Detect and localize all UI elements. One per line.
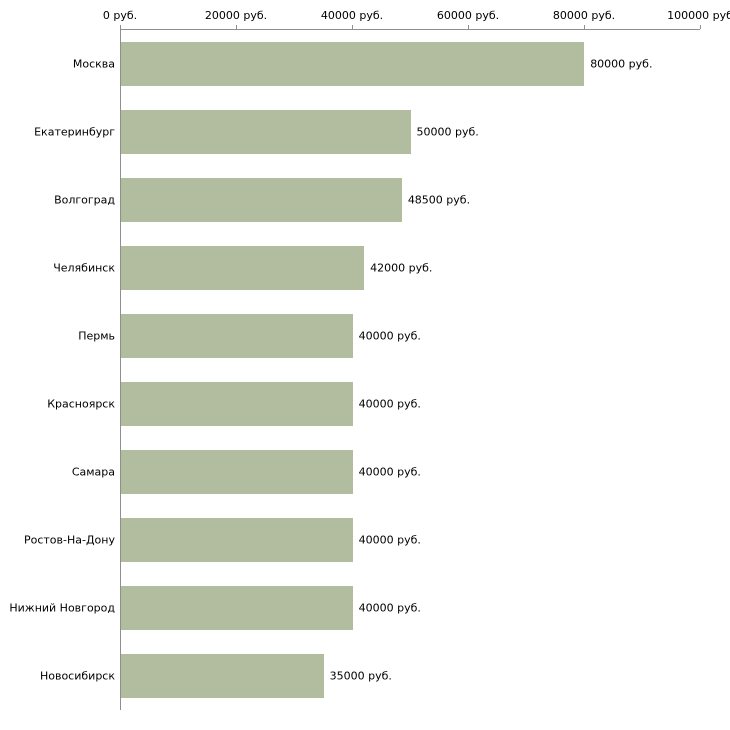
category-label: Москва bbox=[72, 57, 115, 71]
bar-row: Самара 40000 руб. bbox=[72, 438, 700, 506]
plot-area: Москва 80000 руб. Екатеринбург 50000 руб. Во… bbox=[9, 29, 700, 710]
bar-row: Красноярск 40000 руб. bbox=[47, 370, 700, 438]
bar bbox=[121, 518, 353, 562]
value-label: 50000 руб. bbox=[416, 125, 479, 139]
category-label: Челябинск bbox=[53, 261, 115, 275]
category-label: Ростов-На-Дону bbox=[23, 533, 115, 547]
category-label: Екатеринбург bbox=[34, 125, 115, 139]
x-axis: 0 руб. 20000 руб. 40000 руб. 60000 руб. 8000… bbox=[103, 0, 730, 29]
value-label: 80000 руб. bbox=[590, 57, 653, 71]
x-axis-tick-mark bbox=[468, 25, 469, 29]
category-label: Самара bbox=[71, 465, 115, 479]
bar bbox=[121, 654, 324, 698]
bar bbox=[121, 246, 365, 290]
x-axis-tick-mark bbox=[236, 25, 237, 29]
bar bbox=[121, 110, 411, 154]
bar bbox=[121, 382, 353, 426]
bar-row: Нижний Новгород 40000 руб. bbox=[9, 574, 700, 642]
value-label: 40000 руб. bbox=[358, 465, 421, 479]
bar bbox=[121, 314, 353, 358]
category-label: Новосибирск bbox=[39, 669, 115, 683]
category-label: Пермь bbox=[78, 329, 115, 343]
category-label: Волгоград bbox=[54, 193, 115, 207]
value-label: 40000 руб. bbox=[358, 329, 421, 343]
bar-row: Пермь 40000 руб. bbox=[78, 302, 700, 370]
bar-row: Екатеринбург 50000 руб. bbox=[34, 98, 700, 166]
bar-row: Новосибирск 35000 руб. bbox=[40, 642, 700, 710]
bar bbox=[121, 42, 585, 86]
x-axis-tick-label: 0 руб. bbox=[102, 9, 138, 22]
x-axis-tick-label: 80000 руб. bbox=[552, 9, 616, 22]
x-axis-tick-mark bbox=[584, 25, 585, 29]
x-axis-tick-mark bbox=[352, 25, 353, 29]
value-label: 40000 руб. bbox=[358, 397, 421, 411]
category-label: Красноярск bbox=[47, 397, 115, 411]
x-axis-tick-mark bbox=[700, 25, 701, 29]
value-label: 42000 руб. bbox=[370, 261, 433, 275]
value-label: 40000 руб. bbox=[358, 601, 421, 615]
x-axis-tick-label: 60000 руб. bbox=[436, 9, 500, 22]
category-label: Нижний Новгород bbox=[9, 601, 115, 615]
bar-row: Волгоград 48500 руб. bbox=[54, 166, 700, 234]
x-axis-tick-label: 100000 руб bbox=[667, 9, 730, 22]
value-label: 35000 руб. bbox=[329, 669, 392, 683]
bar bbox=[121, 586, 353, 630]
x-axis-tick-label: 40000 руб. bbox=[320, 9, 384, 22]
value-label: 48500 руб. bbox=[407, 193, 471, 207]
bar-row: Ростов-На-Дону 40000 руб. bbox=[24, 506, 700, 574]
bar-row: Челябинск 42000 руб. bbox=[53, 234, 700, 302]
bar bbox=[121, 450, 353, 494]
bar bbox=[121, 178, 402, 222]
x-axis-tick-label: 20000 руб. bbox=[204, 9, 268, 22]
value-label: 40000 руб. bbox=[358, 533, 421, 547]
x-axis-tick-mark bbox=[120, 25, 121, 29]
bar-row: Москва 80000 руб. bbox=[73, 30, 700, 98]
